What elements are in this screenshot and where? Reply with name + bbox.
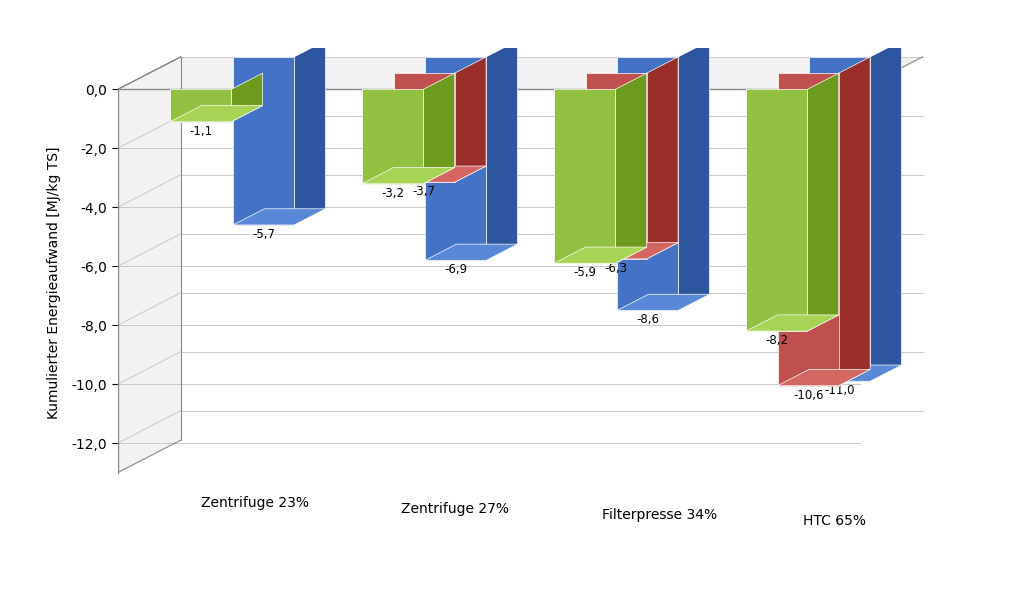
Text: Zentrifuge 23%: Zentrifuge 23% (201, 496, 308, 510)
Polygon shape (617, 57, 678, 311)
Polygon shape (746, 90, 807, 331)
Polygon shape (870, 41, 901, 381)
Polygon shape (809, 365, 901, 381)
Polygon shape (617, 294, 710, 311)
Text: -8,2: -8,2 (765, 334, 788, 347)
Polygon shape (615, 73, 647, 263)
Polygon shape (554, 90, 615, 263)
Text: -5,7: -5,7 (252, 228, 275, 241)
Polygon shape (809, 57, 870, 381)
Text: -11,0: -11,0 (824, 384, 855, 397)
Polygon shape (425, 57, 486, 260)
Text: -6,9: -6,9 (444, 263, 467, 276)
Polygon shape (678, 41, 710, 311)
Text: Filterpresse 34%: Filterpresse 34% (602, 508, 718, 522)
Polygon shape (393, 166, 486, 182)
Polygon shape (554, 247, 647, 263)
Polygon shape (118, 57, 923, 90)
Polygon shape (423, 73, 455, 184)
Y-axis label: Kumulierter Energieaufwand [MJ/kg TS]: Kumulierter Energieaufwand [MJ/kg TS] (47, 146, 60, 419)
Text: Zentrifuge 27%: Zentrifuge 27% (401, 502, 509, 516)
Polygon shape (170, 90, 231, 122)
Polygon shape (294, 41, 326, 225)
Polygon shape (425, 244, 517, 260)
Text: -10,6: -10,6 (793, 389, 823, 401)
Text: -6,3: -6,3 (604, 262, 628, 275)
Polygon shape (233, 209, 326, 225)
Polygon shape (746, 315, 839, 331)
Polygon shape (393, 73, 455, 182)
Polygon shape (839, 57, 870, 386)
Polygon shape (586, 243, 678, 259)
Text: HTC 65%: HTC 65% (803, 514, 866, 528)
Text: -1,1: -1,1 (189, 125, 212, 138)
Polygon shape (362, 168, 455, 184)
Polygon shape (231, 73, 262, 122)
Polygon shape (807, 73, 839, 331)
Polygon shape (455, 57, 486, 182)
Polygon shape (586, 73, 647, 259)
Polygon shape (233, 57, 294, 225)
Polygon shape (486, 41, 517, 260)
Polygon shape (118, 57, 180, 472)
Polygon shape (647, 57, 678, 259)
Polygon shape (170, 106, 262, 122)
Text: -3,7: -3,7 (413, 185, 435, 198)
Polygon shape (777, 73, 839, 386)
Text: -5,9: -5,9 (573, 266, 596, 279)
Text: -3,2: -3,2 (381, 187, 404, 200)
Polygon shape (362, 90, 423, 184)
Polygon shape (777, 370, 870, 386)
Text: -8,6: -8,6 (636, 314, 659, 326)
